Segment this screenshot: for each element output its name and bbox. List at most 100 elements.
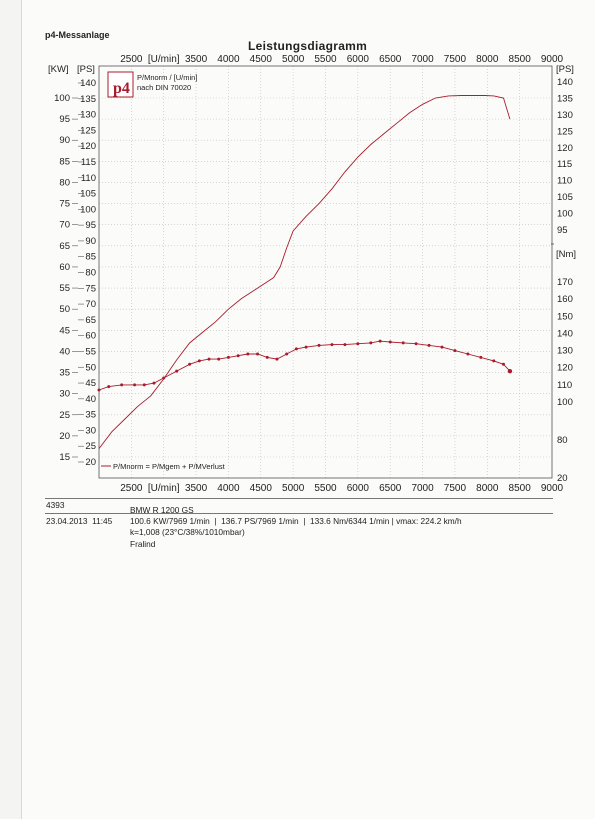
kw-tick: 45: [59, 325, 70, 336]
kw-tick: 20: [59, 431, 70, 442]
torque-point: [479, 355, 483, 359]
ps-left-tick: 60: [85, 331, 96, 342]
torque-point: [440, 345, 444, 349]
ps-left-tick: 135: [80, 94, 96, 105]
x-tick-bottom: 6500: [379, 483, 402, 494]
nm-tick: 140: [557, 328, 573, 339]
torque-curve: [98, 340, 511, 391]
info-divider-2: [45, 513, 553, 514]
ps-left-unit-label: [PS]: [77, 64, 95, 75]
torque-point: [97, 388, 101, 392]
chart-series: [97, 95, 513, 449]
info-divider: [45, 498, 553, 499]
kw-tick: 55: [59, 283, 70, 294]
torque-point: [507, 368, 513, 374]
torque-point: [501, 362, 505, 366]
x-tick-bottom: 6000: [347, 483, 370, 494]
x-tick-top: 7500: [444, 54, 467, 65]
x-tick-bottom: 7500: [444, 483, 467, 494]
kw-tick: 100: [54, 93, 70, 104]
x-tick-top: 7000: [411, 54, 434, 65]
ps-left-tick: 140: [80, 78, 96, 89]
x-tick-bottom: 8500: [509, 483, 532, 494]
chart-ticks: 2500 2500 3500 3500 4000 4000 4500 4500 5000 5000…: [48, 54, 576, 494]
legend-line-1: P/Mnorm / [U/min]: [137, 73, 197, 82]
torque-point: [343, 343, 347, 347]
ps-right-tick: 140: [557, 77, 573, 88]
torque-point: [197, 359, 201, 363]
ps-left-tick: 110: [81, 173, 96, 184]
ps-left-tick: 100: [80, 204, 96, 215]
plot-frame: [98, 65, 553, 479]
paper-sheet: [22, 0, 595, 819]
operator-name: Fralind: [130, 539, 156, 549]
kw-tick: 85: [59, 156, 70, 167]
torque-point: [294, 347, 298, 351]
x-tick-top: 5000: [282, 54, 305, 65]
nm-tick: 120: [557, 363, 573, 374]
kw-tick: 35: [59, 368, 70, 379]
kw-tick: 15: [59, 452, 70, 463]
ps-left-tick: 125: [80, 125, 96, 136]
ps-left-tick: 85: [85, 252, 96, 263]
x-tick-bottom: 5500: [314, 483, 337, 494]
torque-point: [175, 369, 179, 373]
ps-left-tick: 65: [85, 315, 96, 326]
torque-point: [226, 355, 230, 359]
kw-unit-label: [KW]: [48, 64, 69, 75]
torque-point: [162, 376, 166, 380]
x-tick-top: 4000: [217, 54, 240, 65]
nm-tick: 20: [557, 473, 568, 484]
ps-right-tick: 125: [557, 126, 573, 137]
ps-left-tick: 120: [80, 141, 96, 152]
chart-legend: p4 P/Mnorm / [U/min] nach DIN 70020 P/Mn…: [101, 71, 226, 471]
kw-tick: 65: [59, 241, 70, 252]
x-tick-top: 6500: [379, 54, 402, 65]
torque-point: [285, 352, 289, 356]
torque-point: [152, 381, 156, 385]
nm-tick: 170: [557, 277, 573, 288]
x-tick-top: 4500: [250, 54, 273, 65]
chart-axes: [98, 65, 554, 479]
nm-tick: 150: [557, 311, 573, 322]
x-tick-top: 2500: [120, 54, 143, 65]
kw-tick: 50: [59, 304, 70, 315]
ps-right-tick: 115: [557, 159, 572, 170]
x-unit-mask: [U/min]: [148, 54, 180, 65]
torque-point: [188, 362, 192, 366]
ps-left-tick: 20: [85, 457, 96, 468]
torque-point: [492, 359, 496, 363]
ps-left-tick: 95: [85, 220, 96, 231]
torque-point: [453, 349, 457, 353]
torque-point: [120, 383, 124, 387]
test-date: 23.04.2013 11:45: [46, 516, 113, 526]
ps-left-tick: 55: [85, 346, 96, 357]
torque-point: [256, 352, 260, 356]
ps-left-tick: 75: [85, 283, 96, 294]
x-tick-bottom: 4000: [217, 483, 240, 494]
kw-tick: 25: [59, 410, 70, 421]
x-tick-bottom: 4500: [250, 483, 273, 494]
x-tick-top: 6000: [347, 54, 370, 65]
nm-tick: 160: [557, 294, 573, 305]
x-tick-bottom: 9000: [541, 483, 564, 494]
x-unit-bottom: [U/min]: [148, 483, 180, 494]
torque-point: [265, 355, 269, 359]
legend-line-2: nach DIN 70020: [137, 83, 191, 92]
kw-tick: 30: [59, 389, 70, 400]
ps-left-tick: 45: [85, 378, 96, 389]
ps-left-tick: 70: [85, 299, 96, 310]
torque-point: [401, 341, 405, 345]
ps-left-tick: 105: [80, 189, 96, 200]
legend-formula: P/Mnorm = P/Mgem + P/MVerlust: [113, 462, 226, 471]
x-tick-top: 3500: [185, 54, 208, 65]
vehicle-name: BMW R 1200 GS: [130, 505, 194, 515]
company-header: p4-Messanlage: [45, 30, 110, 40]
nm-tick: 130: [557, 346, 573, 357]
nm-tick: 80: [557, 435, 568, 446]
ps-right-tick: 105: [557, 192, 573, 203]
kw-tick: 95: [59, 114, 70, 125]
ps-left-tick: 40: [85, 394, 96, 405]
ps-right-tick: 120: [557, 143, 573, 154]
x-tick-top: 9000: [541, 54, 564, 65]
